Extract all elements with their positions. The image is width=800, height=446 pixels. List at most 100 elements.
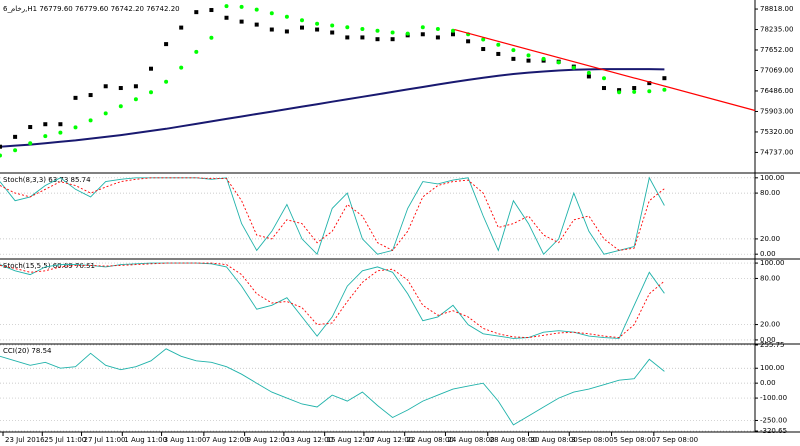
price-bar [254,22,259,27]
price-bar [133,84,138,89]
sar-dot [541,56,546,61]
price-bar [315,27,320,32]
x-tick-label: 3 Sep 08:00 [571,436,613,444]
series-line [0,262,665,339]
price-bar [466,39,471,44]
sar-dot [103,111,108,116]
sar-dot [375,28,380,33]
sar-dot [511,48,516,53]
sar-dot [269,11,274,16]
sar-dot [118,104,123,109]
sar-dot [300,18,304,23]
price-bar [0,144,2,149]
price-bar [269,27,274,32]
y-tick-label: 0.00 [760,336,776,344]
price-bar [209,8,214,13]
price-bar [164,42,169,47]
sar-dot [647,89,652,94]
price-bar [284,29,289,34]
x-tick-label: 25 Jul 11:00 [44,436,86,444]
sar-dot [360,27,365,31]
price-bar [511,56,516,61]
price-bar [179,25,184,30]
x-tick-label: 7 Aug 12:00 [206,436,249,444]
x-tick-label: 7 Sep 08:00 [656,436,698,444]
x-tick-label: 17 Aug 12:00 [366,436,413,444]
sar-dot [345,25,350,30]
y-tick-label: 100.00 [760,364,785,372]
trend-line [454,28,756,112]
sar-dot [164,79,169,84]
price-bar [88,93,93,98]
sar-dot [586,70,591,75]
price-bar [481,47,486,52]
price-bar [662,76,667,81]
sar-dot [496,42,501,47]
y-tick-label: 78818.00 [760,5,793,13]
x-tick-label: 23 Jul 2016 [5,436,45,444]
y-tick-label: 80.00 [760,274,780,282]
sar-dot [133,97,138,102]
price-bar [118,86,123,91]
y-tick-label: 0.00 [760,250,776,258]
price-bar [602,86,606,91]
y-tick-label: 100.00 [760,174,785,182]
sar-dot [224,4,229,9]
sar-dot [405,31,410,36]
price-bar [13,134,18,139]
y-tick-label: 76486.00 [760,87,793,95]
sar-dot [13,148,18,153]
pane-title: CCI(20) 78.54 [3,347,52,355]
sar-dot [315,21,320,26]
sar-dot [43,134,48,139]
price-bar [617,88,622,93]
price-bar [496,51,501,56]
sar-dot [420,25,425,30]
x-tick-label: 13 Aug 12:00 [286,436,333,444]
y-tick-label: 77652.00 [760,46,793,54]
price-bar [103,84,108,89]
sar-dot [632,89,637,94]
sar-dot [330,23,335,28]
sar-dot [149,90,153,95]
x-tick-label: 28 Aug 08:00 [490,436,537,444]
x-tick-label: 3 Aug 11:00 [164,436,207,444]
sar-dot [179,65,184,70]
y-tick-label: 74737.00 [760,148,793,156]
sar-dot [239,4,244,9]
price-bar [390,37,395,42]
pane-title: 6_رخام,H1 76779.60 76779.60 76742.20 767… [3,5,180,13]
sar-dot [73,125,78,130]
sar-dot [254,7,259,12]
series-line [0,68,665,148]
sar-dot [284,14,289,19]
sar-dot [556,60,561,65]
series-line [0,348,665,426]
sar-dot [571,65,576,70]
price-bar [224,15,229,20]
y-tick-label: 20.00 [760,235,780,243]
price-bar [632,86,637,91]
price-bar [149,66,153,71]
y-tick-label: 255.75 [760,341,785,349]
x-tick-label: 24 Aug 08:00 [447,436,494,444]
price-bar [300,25,304,30]
x-tick-label: 15 Aug 12:00 [327,436,374,444]
series-line [0,176,665,256]
price-bar [435,35,440,40]
sar-dot [617,90,622,95]
y-tick-label: 77069.00 [760,66,793,74]
y-tick-label: 75903.00 [760,107,793,115]
y-tick-label: -100.00 [760,394,787,402]
pane-title: Stoch(8,3,3) 63.73 85.74 [3,176,91,184]
sar-dot [58,130,63,135]
sar-dot [209,35,214,40]
sar-dot [28,141,33,146]
price-bar [330,30,335,35]
sar-dot [0,153,2,158]
y-tick-label: 100.00 [760,259,785,267]
y-tick-label: 78235.00 [760,26,793,34]
x-tick-label: 5 Sep 08:00 [614,436,656,444]
